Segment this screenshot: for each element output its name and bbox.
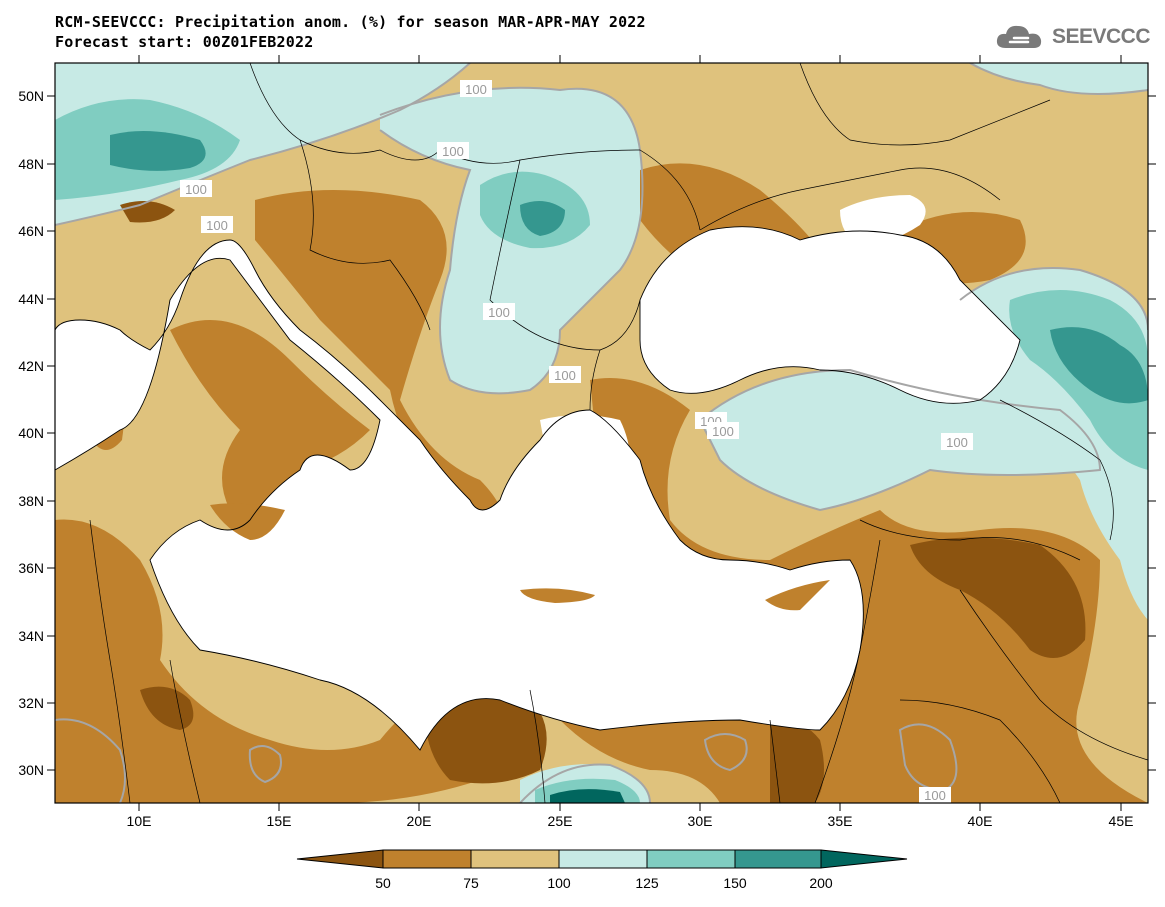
zone-caucasus-strong [1050, 327, 1148, 404]
lat-tick-label: 46N [18, 223, 44, 239]
lat-tick-label: 50N [18, 88, 44, 104]
lon-axis: 10E 15E 20E 25E 30E 35E 40E 45E [127, 55, 1134, 829]
colorbar-label: 100 [547, 875, 571, 891]
colorbar-125-150 [646, 849, 736, 869]
lon-tick-label: 30E [688, 813, 713, 829]
zone-russia-wet [970, 63, 1148, 94]
title-line-1: RCM-SEEVCCC: Precipitation anom. (%) for… [55, 13, 646, 31]
contour-label: 100 [712, 424, 734, 439]
lat-tick-label: 30N [18, 762, 44, 778]
zone-balkans-dry [255, 190, 507, 560]
colorbar-label: 200 [809, 875, 833, 891]
contour-label: 100 [946, 435, 968, 450]
contour-label: 100 [554, 368, 576, 383]
colorbar-150-200 [734, 849, 822, 869]
cloud-icon [996, 25, 1042, 48]
contour-label: 100 [465, 82, 487, 97]
colorbar-100-125 [558, 849, 648, 869]
island-cyprus [765, 580, 830, 611]
contour-label: 100 [185, 182, 207, 197]
contour-label: 100 [206, 218, 228, 233]
lat-tick-label: 38N [18, 493, 44, 509]
colorbar-50-75 [382, 849, 472, 869]
colorbar [296, 849, 908, 869]
zone-tunisia-very-dry [140, 686, 194, 730]
sea-azov [840, 195, 926, 245]
coastlines [55, 226, 1021, 751]
colorbar-below-50 [296, 849, 384, 869]
map-title: RCM-SEEVCCC: Precipitation anom. (%) for… [55, 12, 646, 52]
colorbar-label: 125 [635, 875, 659, 891]
lon-tick-label: 40E [968, 813, 993, 829]
island-sicily [210, 503, 285, 540]
lon-tick-label: 10E [127, 813, 152, 829]
lat-tick-label: 44N [18, 291, 44, 307]
contour-label: 100 [442, 144, 464, 159]
zone-romania-strong [520, 201, 565, 236]
lat-tick-label: 32N [18, 695, 44, 711]
sea-black-sea [640, 226, 1020, 404]
colorbar-labels: 50 75 100 125 150 200 [375, 875, 833, 891]
zone-syria-very-dry [910, 537, 1086, 658]
lon-tick-label: 35E [828, 813, 853, 829]
zone-italy-dry [170, 320, 370, 512]
country-borders [89, 63, 1148, 803]
island-crete [520, 588, 595, 603]
lat-tick-label: 40N [18, 425, 44, 441]
zone-egypt-south-strong [550, 789, 625, 803]
lon-tick-label: 25E [548, 813, 573, 829]
title-line-2: Forecast start: 00Z01FEB2022 [55, 33, 314, 51]
lat-tick-label: 34N [18, 628, 44, 644]
lon-tick-label: 20E [407, 813, 432, 829]
colorbar-75-100 [470, 849, 560, 869]
contour-label: 100 [924, 788, 946, 803]
contour-lines-100 [55, 63, 1148, 803]
colorbar-label: 75 [463, 875, 479, 891]
contour-labels: 100 100 100 100 100 100 100 100 100 100 [180, 80, 973, 803]
lat-axis: 50N 48N 46N 44N 42N 40N 38N 36N 34N 32N … [18, 88, 1156, 778]
zone-egypt-very-dry [770, 719, 824, 803]
zone-alps-strong [110, 131, 206, 171]
logo-text: SEEVCCC [1051, 25, 1151, 48]
contour-label: 100 [488, 305, 510, 320]
sea-aegean-islands [540, 415, 630, 518]
lon-tick-label: 45E [1109, 813, 1134, 829]
lon-tick-label: 15E [267, 813, 292, 829]
colorbar-label: 150 [723, 875, 747, 891]
lat-tick-label: 48N [18, 156, 44, 172]
seevccc-logo: SEEVCCC [994, 22, 1151, 52]
lat-tick-label: 42N [18, 358, 44, 374]
lat-tick-label: 36N [18, 560, 44, 576]
map-field: 100 100 100 100 100 100 100 100 100 100 [55, 63, 1148, 803]
colorbar-label: 50 [375, 875, 391, 891]
sea-mediterranean [55, 240, 864, 750]
colorbar-above-200 [820, 849, 908, 869]
